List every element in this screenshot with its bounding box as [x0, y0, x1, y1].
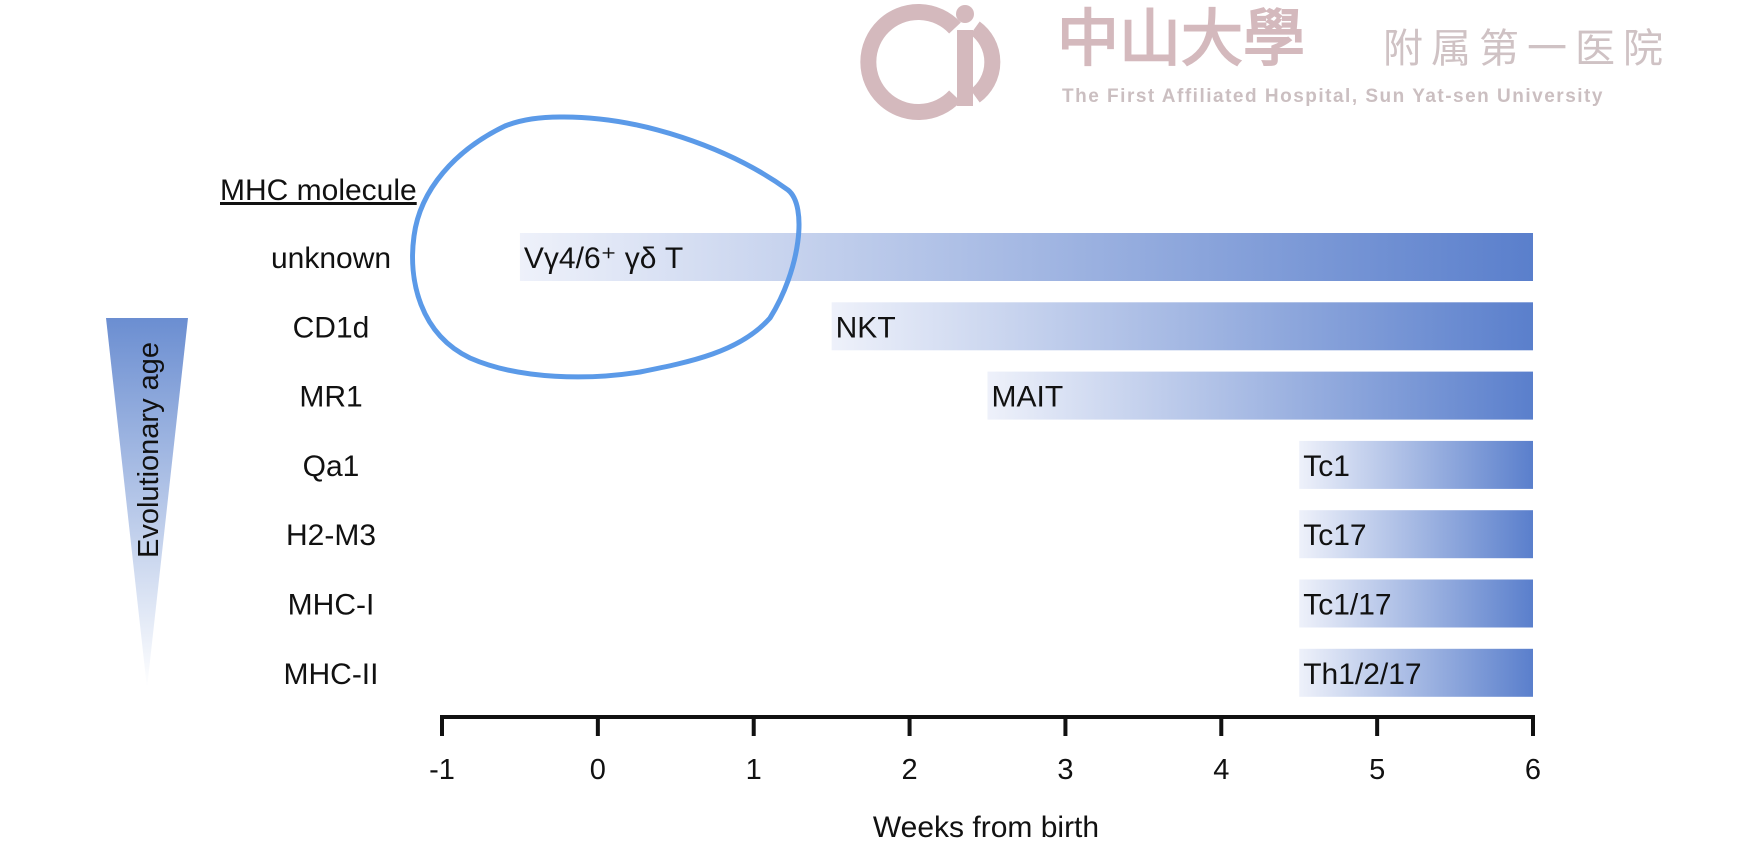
x-tick-label-1: 1: [746, 754, 762, 786]
bar-label-2: NKT: [836, 311, 896, 344]
x-tick-label--1: -1: [429, 754, 455, 786]
bar-7: [1299, 648, 1533, 697]
x-tick-label-6: 6: [1525, 754, 1541, 786]
bar-6: [1299, 579, 1533, 628]
x-axis: -1 0 1 2 3 4 5 6: [429, 715, 1541, 786]
x-tick-label-4: 4: [1213, 754, 1229, 786]
logo-name-cn-main: 中山大學: [1057, 2, 1305, 75]
bar-label-4: Tc1: [1303, 450, 1350, 483]
annotation-circle: [410, 114, 802, 380]
logo-name-cn-sub: 附属第一医院: [1383, 26, 1671, 72]
bar-label-5: Tc17: [1303, 519, 1366, 552]
category-label-h2-m3: H2-M3: [286, 519, 376, 552]
hospital-logo: 中山大學 附属第一医院 The First Affiliated Hospita…: [860, 2, 1671, 120]
bar-5: [1299, 510, 1533, 559]
bar-2: [831, 302, 1533, 351]
bar-4: [1299, 440, 1533, 489]
x-tick-label-0: 0: [590, 754, 606, 786]
bar-label-6: Tc1/17: [1303, 589, 1391, 622]
category-labels: unknown CD1d MR1 Qa1 H2-M3 MHC-I MHC-II: [271, 242, 391, 691]
logo-emblem-icon: [860, 4, 1001, 120]
mhc-molecule-header: MHC molecule: [220, 174, 417, 207]
evolutionary-age-label: Evolutionary age: [133, 342, 165, 558]
category-label-mhc-i: MHC-I: [288, 589, 375, 622]
category-label-unknown: unknown: [271, 242, 391, 275]
logo-name-en: The First Affiliated Hospital, Sun Yat-s…: [1062, 86, 1604, 107]
bars-group: Vγ4/6⁺ γδ T NKT MAIT Tc1 Tc17 Tc1/17 Th1/2/17: [519, 233, 1533, 697]
x-tick-label-3: 3: [1057, 754, 1073, 786]
evolutionary-age-triangle: [106, 318, 188, 688]
bar-label-3: MAIT: [992, 381, 1064, 414]
category-label-mr1: MR1: [299, 381, 362, 414]
bar-label-1: Vγ4/6⁺ γδ T: [524, 242, 683, 275]
category-label-mhc-ii: MHC-II: [284, 658, 379, 691]
bar-label-7: Th1/2/17: [1303, 658, 1421, 691]
x-axis-label: Weeks from birth: [873, 811, 1099, 844]
category-label-qa1: Qa1: [303, 450, 360, 483]
bar-3: [987, 371, 1533, 420]
bar-1: [519, 233, 1533, 281]
x-tick-label-2: 2: [902, 754, 918, 786]
category-label-cd1d: CD1d: [293, 311, 370, 344]
x-tick-label-5: 5: [1369, 754, 1385, 786]
